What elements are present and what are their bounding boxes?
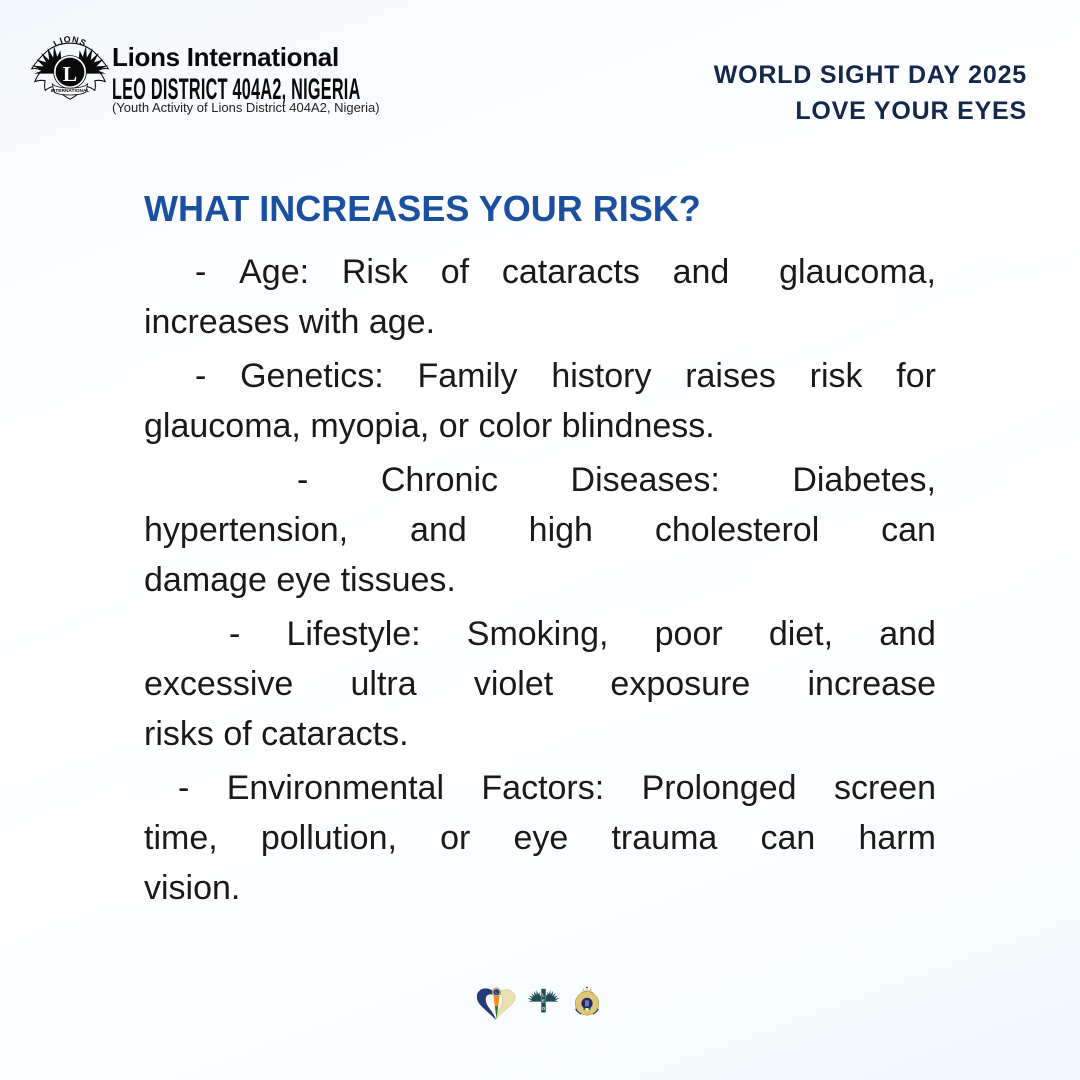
svg-text:L: L — [63, 62, 77, 86]
svg-text:O: O — [542, 1006, 545, 1011]
svg-text:L: L — [496, 991, 498, 995]
svg-text:E: E — [542, 999, 545, 1004]
svg-text:LIONS: LIONS — [52, 34, 89, 49]
svg-text:INTERNATIONAL: INTERNATIONAL — [51, 88, 90, 94]
